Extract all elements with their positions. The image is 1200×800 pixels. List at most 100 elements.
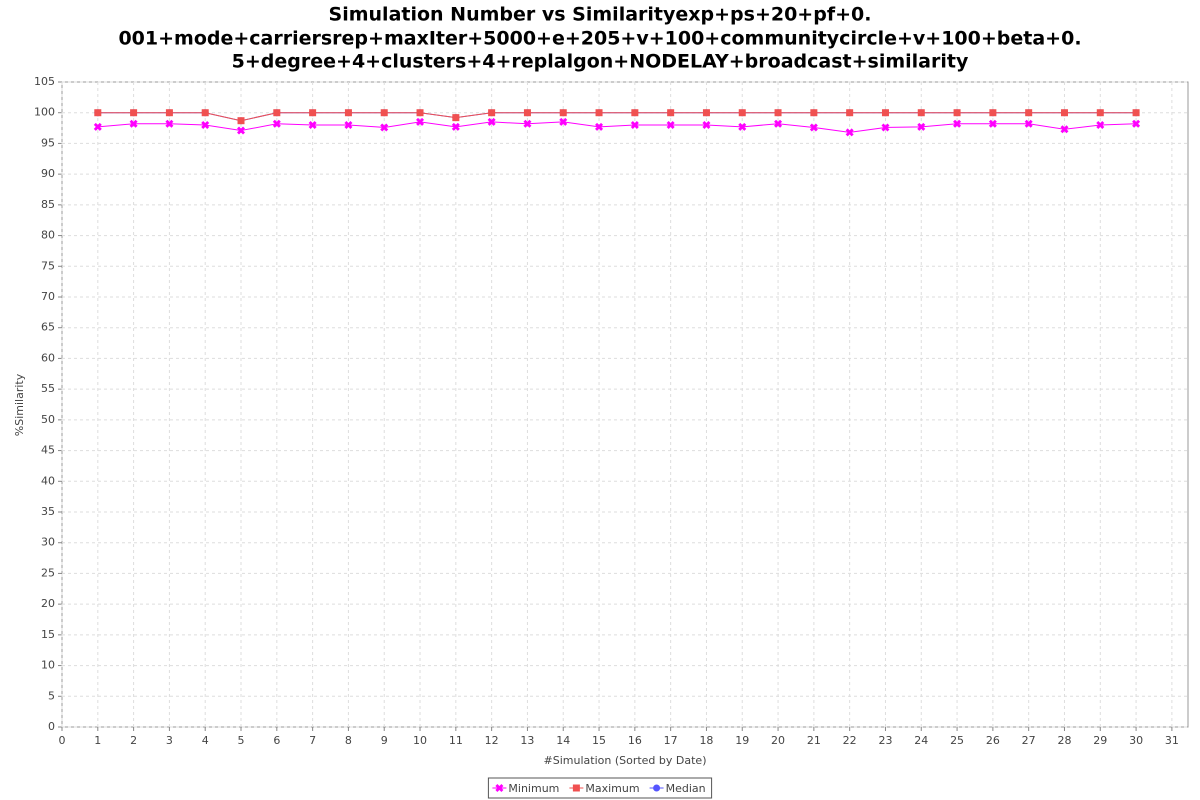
series-line	[97, 121, 1137, 133]
marker	[846, 109, 854, 117]
x-tick-label: 26	[986, 734, 1000, 747]
x-tick-label: 9	[381, 734, 388, 747]
x-tick-label: 0	[59, 734, 66, 747]
marker	[702, 121, 711, 129]
marker	[451, 122, 460, 131]
marker	[595, 122, 604, 131]
x-tick-label: 3	[166, 734, 173, 747]
series-line	[97, 112, 1137, 122]
marker	[523, 109, 531, 117]
marker	[559, 109, 567, 117]
marker	[810, 109, 818, 117]
marker	[523, 119, 532, 128]
y-tick-label: 35	[41, 505, 55, 518]
y-tick-label: 10	[41, 659, 55, 672]
y-tick-label: 100	[34, 106, 55, 119]
legend-label: Median	[666, 782, 706, 795]
x-tick-label: 5	[238, 734, 245, 747]
marker	[881, 109, 889, 117]
marker	[452, 114, 460, 122]
x-tick-label: 13	[520, 734, 534, 747]
marker	[653, 784, 661, 792]
legend: Minimum Maximum Median	[487, 777, 713, 799]
x-tick-label: 19	[735, 734, 749, 747]
marker	[630, 121, 639, 129]
y-tick-label: 90	[41, 167, 55, 180]
x-tick-label: 28	[1057, 734, 1071, 747]
marker	[237, 126, 246, 135]
y-tick-label: 65	[41, 321, 55, 334]
marker	[738, 122, 747, 131]
marker	[416, 117, 425, 126]
legend-box	[487, 777, 713, 799]
marker	[308, 121, 317, 129]
y-tick-label: 75	[41, 259, 55, 272]
marker	[1025, 109, 1033, 117]
y-axis-label: %Similarity	[13, 373, 26, 436]
marker	[1132, 119, 1141, 128]
marker	[667, 109, 675, 117]
x-tick-label: 1	[94, 734, 101, 747]
y-tick-label: 60	[41, 351, 55, 364]
marker	[1132, 109, 1140, 117]
marker	[495, 784, 504, 792]
marker	[774, 119, 783, 128]
marker	[165, 119, 174, 128]
x-tick-label: 14	[556, 734, 570, 747]
marker	[702, 109, 710, 117]
y-tick-label: 15	[41, 628, 55, 641]
x-tick-label: 29	[1093, 734, 1107, 747]
x-tick-label: 24	[914, 734, 928, 747]
legend-label: Minimum	[508, 782, 559, 795]
marker	[738, 109, 746, 117]
x-tick-label: 7	[309, 734, 316, 747]
x-tick-label: 25	[950, 734, 964, 747]
x-tick-label: 22	[843, 734, 857, 747]
chart-title: 001+mode+carriersrep+maxIter+5000+e+205+…	[118, 28, 1081, 50]
marker	[380, 109, 388, 117]
marker	[881, 123, 890, 132]
y-tick-label: 0	[48, 720, 55, 733]
y-tick-label: 105	[34, 75, 55, 88]
x-tick-label: 21	[807, 734, 821, 747]
x-tick-label: 20	[771, 734, 785, 747]
marker	[380, 123, 389, 132]
marker	[237, 117, 245, 125]
y-tick-label: 25	[41, 566, 55, 579]
marker	[201, 121, 210, 129]
marker	[201, 109, 209, 117]
marker	[774, 109, 782, 117]
x-tick-label: 30	[1129, 734, 1143, 747]
marker	[572, 784, 580, 792]
y-tick-label: 40	[41, 474, 55, 487]
marker	[559, 117, 568, 126]
x-tick-label: 10	[413, 734, 427, 747]
marker	[595, 109, 603, 117]
marker	[953, 119, 962, 128]
x-tick-label: 6	[273, 734, 280, 747]
marker	[845, 128, 854, 137]
marker	[1096, 121, 1105, 129]
legend-item: Maximum	[569, 782, 640, 795]
marker	[488, 109, 496, 117]
x-tick-label: 4	[202, 734, 209, 747]
marker	[631, 109, 639, 117]
x-tick-label: 15	[592, 734, 606, 747]
chart-title: 5+degree+4+clusters+4+replalgon+NODELAY+…	[232, 51, 969, 73]
y-tick-label: 20	[41, 597, 55, 610]
x-tick-label: 17	[664, 734, 678, 747]
x-tick-label: 27	[1022, 734, 1036, 747]
marker	[989, 109, 997, 117]
marker	[129, 119, 138, 128]
legend-item: Median	[649, 782, 706, 795]
x-tick-label: 18	[699, 734, 713, 747]
marker	[1060, 125, 1069, 134]
x-tick-label: 23	[878, 734, 892, 747]
marker	[273, 109, 281, 117]
marker	[344, 121, 353, 129]
marker	[917, 109, 925, 117]
marker	[93, 122, 102, 131]
marker	[1096, 109, 1104, 117]
legend-item: Minimum	[492, 782, 559, 795]
marker	[917, 122, 926, 131]
